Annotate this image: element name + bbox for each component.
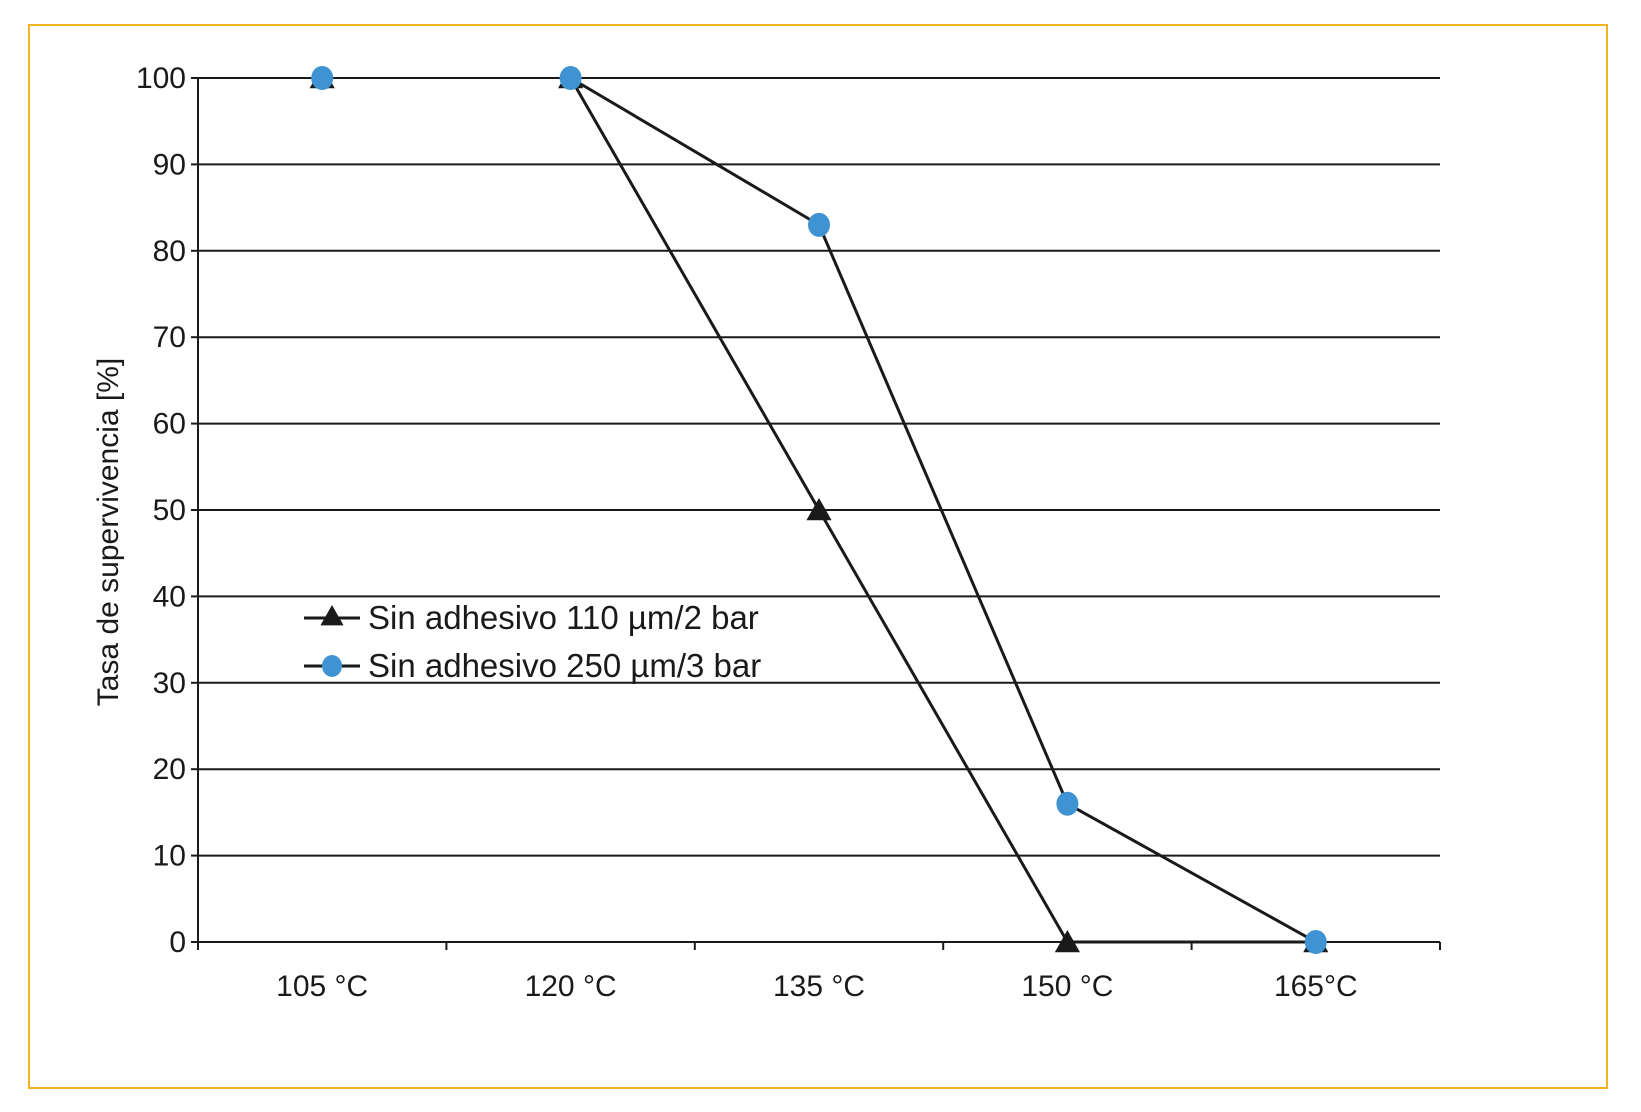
legend-label-1: Sin adhesivo 110 µm/2 bar [368, 599, 759, 636]
data-series [309, 66, 1329, 954]
ytick-label-100: 100 [136, 62, 186, 95]
ytick-label-40: 40 [153, 580, 186, 613]
legend-label-2: Sin adhesivo 250 µm/3 bar [368, 647, 761, 684]
y-tick-labels: 0 10 20 30 40 50 60 70 80 90 100 [136, 62, 186, 959]
xtick-label-3: 150 °C [1021, 970, 1113, 1003]
ytick-label-60: 60 [153, 408, 186, 441]
series-2-point-3 [1056, 791, 1079, 816]
ytick-label-90: 90 [153, 148, 186, 181]
series-2-line [569, 76, 1317, 944]
series-2-point-0 [311, 66, 334, 90]
series-1-point-2 [806, 498, 832, 521]
ytick-label-70: 70 [153, 321, 186, 354]
ytick-label-30: 30 [153, 667, 186, 700]
xtick-label-0: 105 °C [276, 970, 368, 1003]
xtick-label-2: 135 °C [773, 970, 865, 1003]
series-2-point-1 [559, 66, 582, 90]
legend-marker-2 [322, 655, 342, 677]
xtick-label-1: 120 °C [525, 970, 617, 1003]
ytick-label-50: 50 [153, 494, 186, 527]
ytick-label-80: 80 [153, 235, 186, 268]
series-1-line [569, 77, 1316, 944]
y-axis-title: Tasa de supervivencia [%] [92, 358, 125, 707]
ytick-label-20: 20 [153, 753, 186, 786]
ytick-label-0: 0 [169, 926, 186, 959]
series-2-point-4 [1304, 930, 1327, 954]
legend-item-1: Sin adhesivo 110 µm/2 bar [304, 599, 759, 636]
ytick-label-10: 10 [153, 840, 186, 873]
survival-chart: 0 10 20 30 40 50 60 70 80 90 100 105 °C 120 °C 135 °… [92, 62, 1441, 1003]
chart-frame: 0 10 20 30 40 50 60 70 80 90 100 105 °C 120 °C 135 °… [28, 24, 1608, 1089]
series-1-point-3 [1054, 930, 1080, 953]
grid-lines [198, 77, 1440, 857]
legend: Sin adhesivo 110 µm/2 bar Sin adhesivo 25… [304, 599, 761, 684]
series-2-point-2 [808, 212, 830, 237]
xtick-label-4: 165°C [1274, 970, 1358, 1003]
series-2 [311, 66, 1327, 954]
legend-item-2: Sin adhesivo 250 µm/3 bar [304, 647, 761, 684]
x-tick-labels: 105 °C 120 °C 135 °C 150 °C 165°C [276, 970, 1357, 1003]
legend-marker-1 [320, 605, 344, 626]
